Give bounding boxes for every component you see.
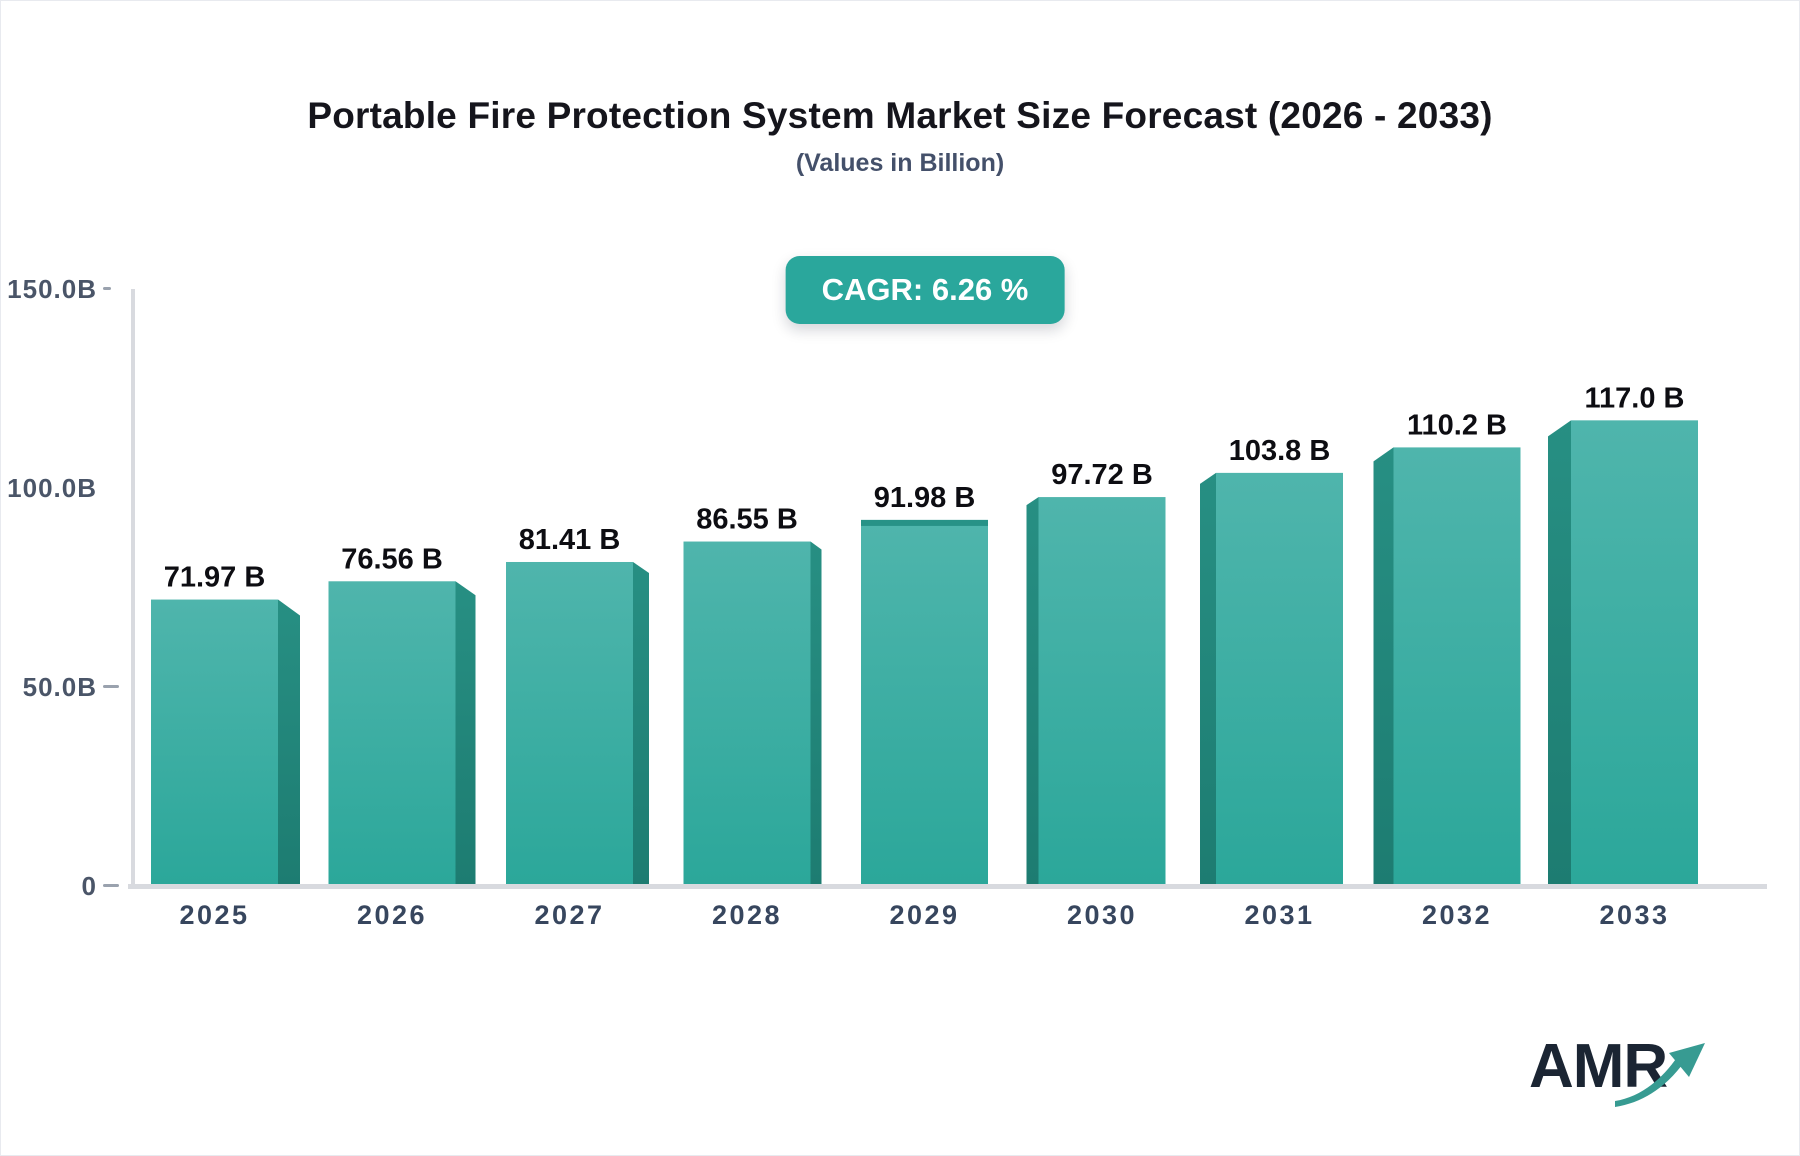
- chart-subtitle: (Values in Billion): [795, 149, 1005, 177]
- bar-value-label: 97.72 B: [1051, 459, 1153, 491]
- x-tick-label: 2029: [889, 900, 959, 930]
- bar-side: [1548, 420, 1571, 886]
- x-axis-line: [128, 884, 1767, 889]
- bar-side: [633, 561, 649, 886]
- bar-group-2026: 76.56 B 2026: [328, 543, 476, 930]
- bar-face: [506, 561, 633, 886]
- x-tick-label: 2025: [179, 900, 249, 930]
- x-tick-label: 2030: [1067, 900, 1137, 930]
- bar-side: [1373, 447, 1394, 886]
- bar-value-label: 86.55 B: [696, 504, 798, 536]
- bar-group-2031: 103.8 B 2031: [1200, 435, 1343, 930]
- cagr-badge: CAGR: 6.26 %: [785, 256, 1065, 324]
- y-tick-dash: [103, 884, 119, 887]
- y-axis-line: [131, 289, 135, 886]
- bar-value-label: 117.0 B: [1585, 382, 1685, 414]
- bar-face: [1216, 472, 1343, 886]
- bar-face: [861, 519, 988, 886]
- bar-group-2028: 86.55 B 2028: [683, 504, 822, 930]
- y-tick-dash: [103, 685, 119, 688]
- y-tick-label: 100.0B: [7, 473, 97, 503]
- bar-group-2025: 71.97 B 2025: [151, 562, 300, 930]
- bar-face: [1038, 497, 1166, 886]
- bar-group-2033: 117.0 B 2033: [1548, 382, 1698, 930]
- amr-logo: AMR: [1529, 1031, 1729, 1131]
- bar-face: [1393, 447, 1521, 886]
- x-tick-label: 2032: [1422, 900, 1492, 930]
- x-tick-label: 2031: [1244, 900, 1314, 930]
- bar-face: [1571, 420, 1698, 886]
- y-tick-label: 150.0B: [7, 274, 97, 304]
- bar-value-label: 76.56 B: [341, 543, 443, 575]
- x-tick-label: 2033: [1599, 900, 1669, 930]
- x-tick-label: 2027: [534, 900, 604, 930]
- bar-group-2029: 91.98 B 2029: [861, 482, 988, 930]
- x-tick-label: 2026: [357, 900, 427, 930]
- bar-value-label: 103.8 B: [1229, 435, 1331, 467]
- bar-side: [1200, 472, 1216, 886]
- bar-group-2032: 110.2 B 2032: [1373, 409, 1521, 930]
- bar-value-label: 71.97 B: [164, 562, 266, 594]
- bar-face: [683, 541, 811, 886]
- bar-value-label: 110.2 B: [1407, 409, 1507, 441]
- y-tick-dash: [103, 287, 111, 290]
- y-tick-label: 0: [82, 871, 97, 901]
- bar-face: [328, 581, 456, 886]
- bar-group-2030: 97.72 B 2030: [1026, 459, 1166, 930]
- bar-value-label: 81.41 B: [519, 524, 621, 556]
- bar-top-edge: [861, 519, 988, 526]
- bar-side: [1026, 497, 1039, 886]
- y-tick-label: 50.0B: [23, 672, 97, 702]
- bar-side: [810, 541, 822, 886]
- growth-arrow-icon: [1615, 1043, 1705, 1107]
- bar-group-2027: 81.41 B 2027: [506, 524, 649, 930]
- bar-value-label: 91.98 B: [874, 482, 976, 514]
- bar-face: [151, 599, 278, 886]
- chart-title: Portable Fire Protection System Market S…: [307, 95, 1493, 136]
- bar-side: [455, 581, 476, 886]
- x-tick-label: 2028: [712, 900, 782, 930]
- bar-side: [278, 599, 300, 886]
